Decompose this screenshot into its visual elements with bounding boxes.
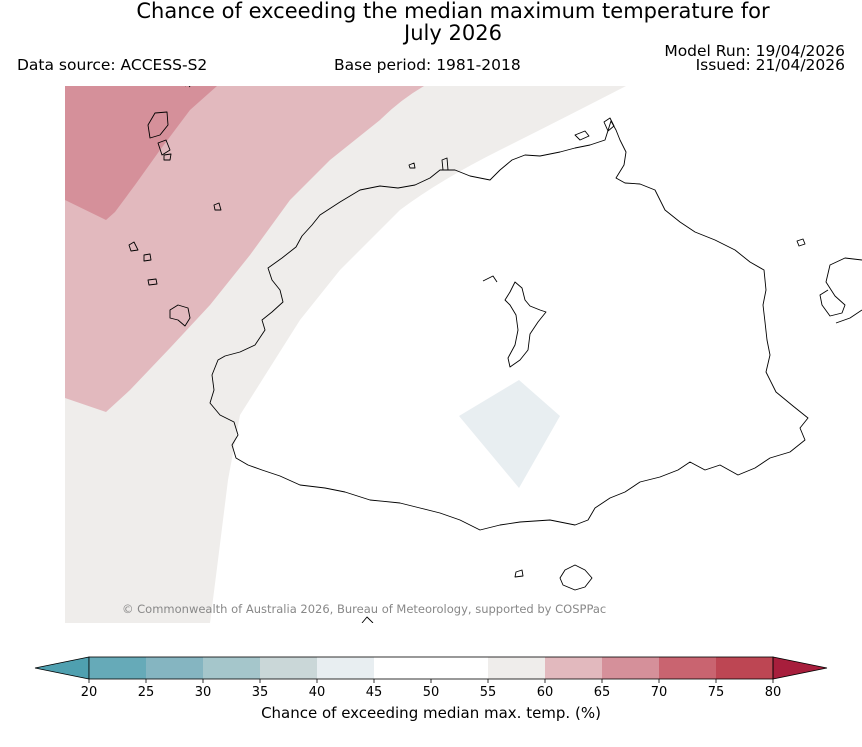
colorbar-tick-label: 35 (252, 685, 269, 700)
map-title: Chance of exceeding the median maximum t… (0, 0, 862, 44)
islet-east (796, 238, 806, 247)
islet-west-4 (213, 202, 222, 211)
islet-west-5 (128, 241, 139, 252)
islet-west-7 (147, 278, 158, 286)
islet-north (574, 130, 590, 141)
colorbar-tick-label: 50 (423, 685, 440, 700)
probability-map (65, 86, 862, 623)
colorbar-segment-20-25 (89, 657, 146, 679)
islet-north-3 (441, 157, 449, 171)
colorbar-tick-label: 20 (81, 685, 98, 700)
colorbar-segment-45-50 (374, 657, 431, 679)
region-65-70 (65, 86, 217, 220)
colorbar-tick-label: 80 (765, 685, 782, 700)
islet-west-1 (147, 111, 169, 139)
model-run-label: Model Run: 19/04/2026 (664, 42, 845, 60)
region-60-65 (65, 86, 424, 412)
main-island-outline (209, 120, 809, 531)
colorbar-segment-35-40 (260, 657, 317, 679)
colorbar-segment-60-65 (545, 657, 602, 679)
issued-label: Issued: 21/04/2026 (695, 56, 845, 74)
islet-south-1 (514, 569, 524, 578)
interior-island-outline (504, 281, 547, 368)
colorbar-tick-label: 40 (309, 685, 326, 700)
colorbar-segment-55-60 (488, 657, 545, 679)
colorbar-extend-below (34, 656, 90, 680)
colorbar-segment-65-70 (602, 657, 659, 679)
colorbar-segment-70-75 (659, 657, 716, 679)
islet-south-2 (559, 564, 593, 591)
islet-mid-1 (482, 275, 498, 283)
colorbar-tick-label: 70 (651, 685, 668, 700)
islet-north-2 (408, 162, 416, 169)
islet-west-8 (169, 304, 191, 327)
colorbar-tick-label: 75 (708, 685, 725, 700)
colorbar-tick-label: 60 (537, 685, 554, 700)
title-line-1: Chance of exceeding the median maximum t… (136, 0, 770, 23)
islet-west-6 (143, 253, 152, 262)
region-40-45 (459, 380, 560, 488)
colorbar-label: Chance of exceeding median max. temp. (%… (261, 704, 601, 722)
colorbar-segment-30-35 (203, 657, 260, 679)
title-line-2: July 2026 (404, 21, 502, 45)
data-source-label: Data source: ACCESS-S2 (17, 56, 208, 74)
colorbar-segment-50-55 (431, 657, 488, 679)
base-period-label: Base period: 1981-2018 (334, 56, 521, 74)
coastline (128, 86, 862, 623)
colorbar-segment-75-80 (716, 657, 773, 679)
islet-south-3 (361, 616, 374, 623)
colorbar-tick-label: 25 (138, 685, 155, 700)
colorbar-segment-40-45 (317, 657, 374, 679)
colorbar: 20 25 30 35 40 45 50 55 60 65 70 75 80 (34, 656, 828, 700)
far-east-coast (819, 257, 862, 324)
islet-northeast (603, 117, 615, 132)
islet-west-2 (157, 139, 171, 156)
colorbar-tick-label: 30 (195, 685, 212, 700)
copyright-notice: © Commonwealth of Australia 2026, Bureau… (122, 602, 607, 616)
colorbar-tick-label: 55 (480, 685, 497, 700)
colorbar-segment-25-30 (146, 657, 203, 679)
colorbar-tick-label: 45 (366, 685, 383, 700)
colorbar-tick-label: 65 (594, 685, 611, 700)
colorbar-extend-above (772, 656, 828, 680)
islet-west-3 (163, 153, 172, 161)
